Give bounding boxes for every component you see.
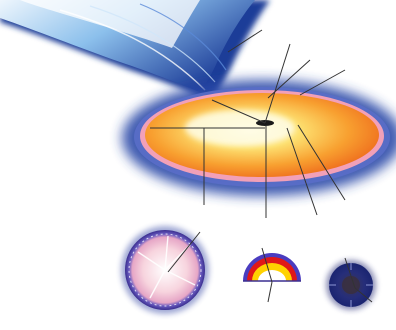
inset-sphere (121, 226, 209, 314)
accretion-disk (122, 80, 396, 196)
gas-stream (0, 0, 270, 122)
inset-arc (243, 247, 301, 303)
inset-dark-ball (326, 257, 376, 310)
callout-line (299, 69, 346, 96)
callout-line (297, 124, 346, 201)
callout-line (211, 99, 266, 124)
callout-lines (150, 29, 346, 218)
callout-line (267, 59, 311, 99)
callout-line (286, 127, 318, 216)
callout-line (227, 29, 263, 53)
callout-line (264, 43, 291, 124)
